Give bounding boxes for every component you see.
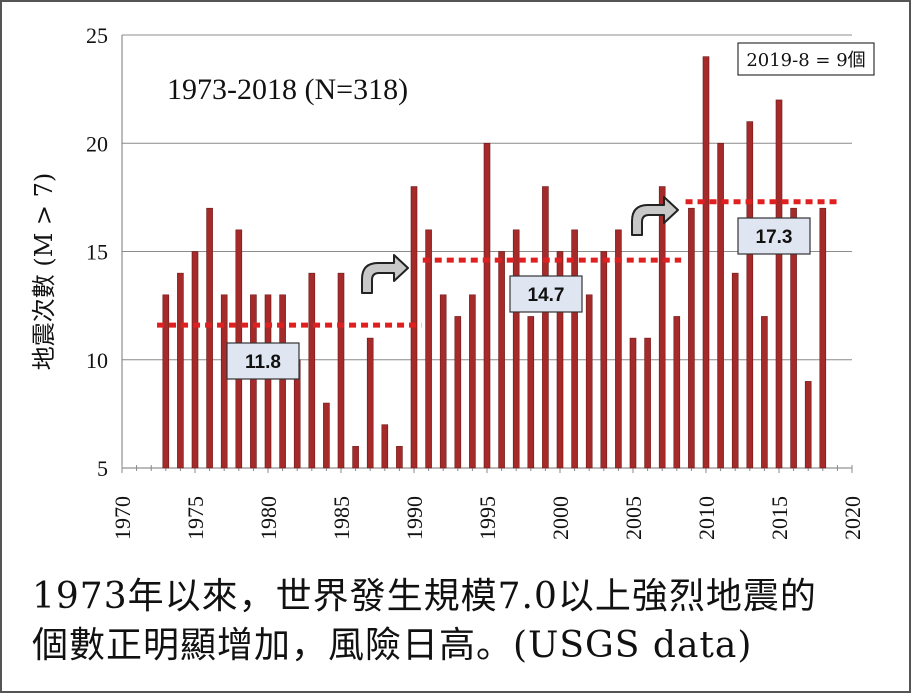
bar-2012 [731,272,739,469]
bar-2004 [615,229,622,469]
bar-1976 [206,207,213,469]
bar-1989 [396,446,403,469]
x-tick-label: 2015 [767,496,792,540]
bar-2013 [746,121,754,469]
caption-line-1: 1973年以來，世界發生規模7.0以上強烈地震的 [32,576,817,617]
bar-1984 [323,402,330,469]
caption-line-2: 個數正明顯增加，風險日高。(USGS data) [32,625,753,666]
bar-1977 [220,294,228,469]
bar-1998 [527,316,535,469]
bar-2007 [658,186,666,469]
y-tick-label: 20 [86,131,108,156]
arrow-icon [361,254,409,294]
y-axis-label: 地震次數 (M > 7) [30,173,58,371]
y-tick-label: 25 [86,23,108,48]
note-text: 2019-8 = 9個 [746,50,865,71]
bar-2006 [644,337,651,469]
bar-1980 [264,294,272,469]
average-label-2: 14.7 [528,285,565,306]
bar-1996 [498,251,505,469]
bar-2014 [761,316,768,469]
bar-2002 [585,294,593,469]
bar-2010 [702,56,710,469]
bar-2000 [556,251,564,469]
bar-1987 [366,337,374,469]
bar-1991 [425,229,432,469]
x-tick-label: 1995 [475,496,500,540]
bar-1999 [542,186,549,469]
bar-1975 [191,251,199,469]
bar-2016 [790,207,797,469]
bar-1979 [250,294,257,469]
note-box [737,42,875,76]
bar-1988 [381,424,389,469]
bar-1974 [177,272,184,469]
average-box-1 [226,342,300,380]
x-tick-label: 1985 [329,496,354,540]
x-tick-label: 2000 [548,496,573,540]
arrow-icon [631,196,679,236]
bar-1983 [308,272,316,469]
x-tick-label: 2020 [840,496,865,540]
bar-1986 [352,446,359,469]
average-label-3: 17.3 [756,227,793,248]
average-box-2 [509,275,583,313]
earthquake-bar-chart: 5 10 15 20 25 1970 1975 1980 1985 1990 1995 2000 200… [30,23,875,540]
bar-2018 [819,207,827,469]
bar-2015 [775,99,783,469]
bar-2003 [600,251,608,469]
bar-1997 [512,229,520,469]
x-tick-label: 1970 [110,496,135,540]
bar-2008 [673,316,681,469]
x-tick-label: 2010 [694,496,719,540]
bar-1995 [483,142,491,469]
y-tick-label: 10 [86,348,108,373]
x-tick-label: 1980 [256,496,281,540]
y-tick-label: 15 [86,240,108,265]
average-label-1: 11.8 [245,352,281,373]
period-annotation: 1973-2018 (N=318) [167,73,408,106]
bar-2011 [717,142,724,469]
x-tick-label: 1975 [183,496,208,540]
y-tick-label: 5 [97,456,108,481]
x-tick-label: 2005 [621,496,646,540]
bar-1994 [469,294,476,469]
bar-1992 [439,294,447,469]
bar-2017 [804,381,812,469]
x-tick-label: 1990 [402,496,427,540]
bar-2001 [571,229,578,469]
bar-1985 [337,272,345,469]
bar-2009 [688,207,695,469]
bar-2005 [629,337,637,469]
bar-1993 [454,316,462,469]
bar-1981 [279,294,286,469]
bar-1973 [162,294,170,469]
average-box-3 [737,217,811,255]
